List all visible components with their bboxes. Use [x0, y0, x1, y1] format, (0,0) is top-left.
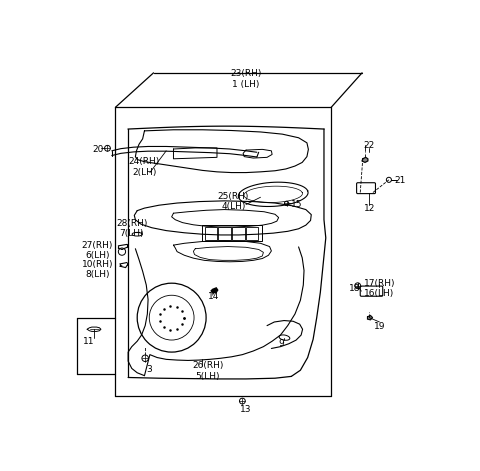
- Text: 20: 20: [92, 145, 103, 154]
- Text: 22: 22: [364, 141, 375, 150]
- Bar: [246, 227, 258, 240]
- Text: 18: 18: [349, 284, 360, 293]
- Bar: [204, 227, 217, 240]
- Polygon shape: [211, 288, 218, 293]
- Text: 28(RH)
7(LH): 28(RH) 7(LH): [116, 219, 147, 238]
- Text: 15: 15: [291, 200, 303, 209]
- Text: 11: 11: [83, 337, 94, 346]
- Text: 13: 13: [240, 405, 252, 414]
- Text: 24(RH)
2(LH): 24(RH) 2(LH): [129, 157, 160, 177]
- Bar: [218, 227, 231, 240]
- Text: 10(RH)
8(LH): 10(RH) 8(LH): [82, 260, 113, 279]
- Bar: [202, 225, 262, 242]
- Text: 23(RH)
1 (LH): 23(RH) 1 (LH): [230, 69, 262, 89]
- Text: 9: 9: [279, 339, 285, 348]
- Text: 21: 21: [395, 176, 406, 185]
- Text: 27(RH)
6(LH): 27(RH) 6(LH): [82, 241, 113, 260]
- Text: 26(RH)
5(LH): 26(RH) 5(LH): [192, 361, 224, 381]
- Text: 3: 3: [146, 365, 152, 374]
- Text: 14: 14: [208, 292, 219, 301]
- Polygon shape: [368, 316, 372, 320]
- Text: 17(RH)
16(LH): 17(RH) 16(LH): [364, 279, 395, 298]
- Polygon shape: [362, 157, 368, 162]
- Text: 12: 12: [364, 204, 375, 213]
- Text: 25(RH)
4(LH): 25(RH) 4(LH): [217, 192, 249, 211]
- Text: 19: 19: [374, 322, 385, 331]
- Bar: [232, 227, 244, 240]
